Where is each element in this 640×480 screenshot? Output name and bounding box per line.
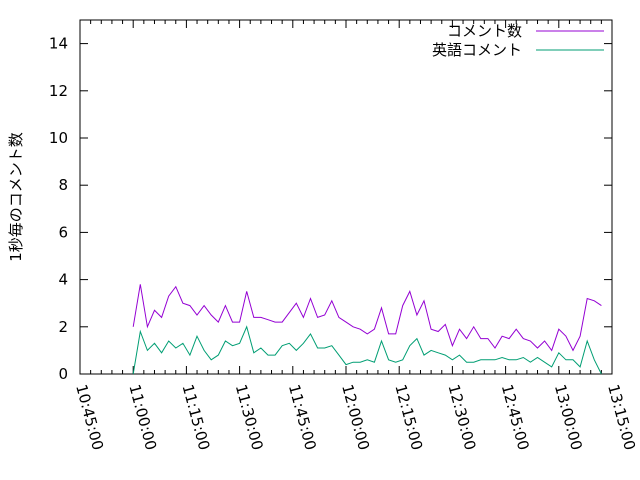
x-tick-label: 12:00:00 [338, 382, 373, 452]
x-tick-label: 11:30:00 [232, 382, 267, 452]
x-tick-label: 12:45:00 [498, 382, 533, 452]
series-group [132, 284, 602, 375]
y-tick-label: 10 [49, 129, 68, 147]
x-tick-label: 11:15:00 [179, 382, 214, 452]
plot-border [79, 19, 613, 375]
y-tick-label: 2 [58, 318, 68, 336]
x-tick-label: 12:15:00 [391, 382, 426, 452]
y-tick-label: 0 [58, 365, 68, 383]
series-line-0 [132, 284, 602, 352]
x-tick-label: 11:00:00 [125, 382, 160, 452]
y-tick-label: 4 [58, 271, 68, 289]
series-line-1 [132, 325, 602, 375]
axes: 0 2 4 6 8 10 12 14 10:45:00 11:00:00 11:15:00 11:30… [49, 19, 639, 452]
x-tick-label: 11:45:00 [285, 382, 320, 452]
legend-label: 英語コメント [432, 41, 522, 59]
y-tick-label: 12 [49, 82, 68, 100]
y-axis-label: 1秒毎のコメント数 [7, 132, 25, 262]
x-tick-label: 13:15:00 [604, 382, 639, 452]
y-tick-label: 8 [58, 176, 68, 194]
y-tick-label: 14 [49, 35, 68, 53]
y-tick-label: 6 [58, 223, 68, 241]
legend-label: コメント数 [447, 22, 522, 40]
x-tick-label: 10:45:00 [72, 382, 107, 452]
x-tick-label: 13:00:00 [551, 382, 586, 452]
x-tick-label: 12:30:00 [445, 382, 480, 452]
